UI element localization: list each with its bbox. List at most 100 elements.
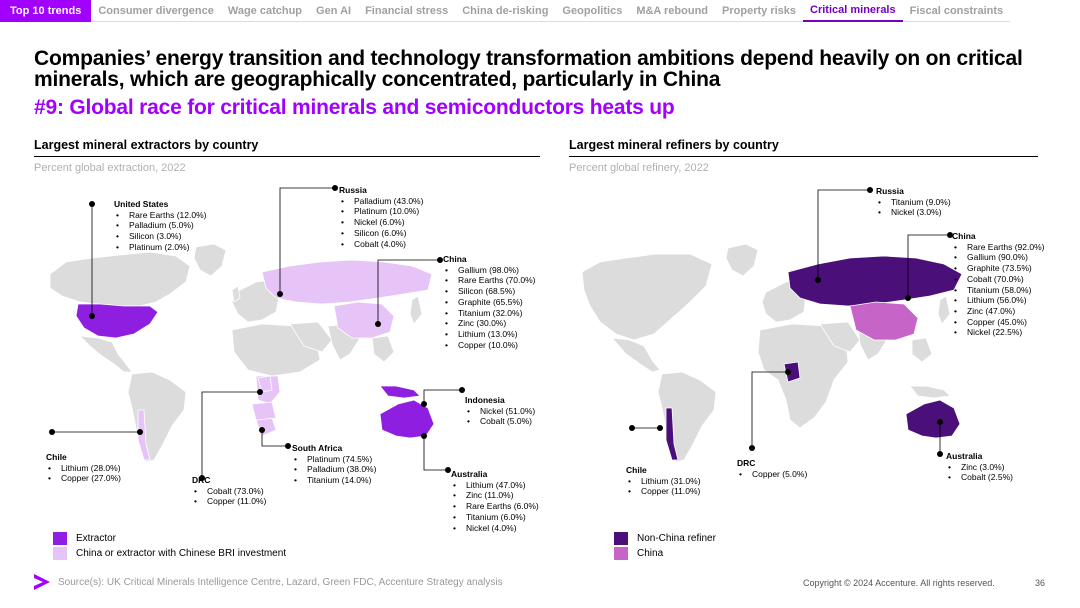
mineral-share-item: Platinum (74.5%) (292, 454, 376, 465)
mineral-share-item: Palladium (5.0%) (114, 220, 206, 231)
callout-us: United States Rare Earths (12.0%)Palladi… (114, 199, 206, 253)
mineral-share-item: Zinc (3.0%) (946, 462, 1013, 473)
legend-item-china: China (614, 546, 716, 560)
callout-drc: DRC Cobalt (73.0%)Copper (11.0%) (192, 475, 266, 507)
right-panel-title: Largest mineral refiners by country (569, 138, 779, 152)
south-america-shape (127, 371, 187, 463)
mineral-share-item: Cobalt (73.0%) (192, 486, 266, 497)
callout-country: Chile (626, 465, 647, 475)
refiners-world-map (581, 187, 963, 463)
mineral-share-item: Zinc (47.0%) (952, 306, 1044, 317)
callout-list: Lithium (31.0%)Copper (11.0%) (626, 476, 701, 497)
mineral-share-item: Copper (27.0%) (46, 473, 121, 484)
callout-list: Lithium (47.0%)Zinc (11.0%)Rare Earths (… (451, 480, 539, 534)
tab-consumer-divergence[interactable]: Consumer divergence (91, 5, 221, 22)
mineral-share-item: Copper (10.0%) (443, 340, 535, 351)
callout-drc-refiner: DRC Copper (5.0%) (737, 458, 807, 479)
drc-shape (257, 375, 273, 393)
mineral-share-item: Nickel (4.0%) (451, 523, 539, 534)
callout-australia: Australia Lithium (47.0%)Zinc (11.0%)Rar… (451, 469, 539, 533)
tab-china-de-risking[interactable]: China de-risking (455, 5, 556, 22)
mineral-share-item: Cobalt (70.0%) (952, 274, 1044, 285)
tab-property-risks[interactable]: Property risks (715, 5, 804, 22)
indonesia-shape (909, 385, 951, 399)
tab-critical-minerals[interactable]: Critical minerals (803, 4, 903, 22)
mineral-share-item: Cobalt (5.0%) (465, 416, 535, 427)
copyright: Copyright © 2024 Accenture. All rights r… (803, 578, 995, 588)
callout-australia-refiner: Australia Zinc (3.0%)Cobalt (2.5%) (946, 451, 1013, 483)
callout-country: DRC (737, 458, 756, 468)
tab-wage-catchup[interactable]: Wage catchup (220, 5, 310, 22)
callout-china-refiner: China Rare Earths (92.0%)Gallium (90.0%)… (952, 231, 1044, 338)
china-shape (849, 301, 919, 341)
mineral-share-item: Copper (11.0%) (626, 486, 701, 497)
mineral-share-item: Cobalt (4.0%) (339, 239, 423, 250)
tab-top-10-trends[interactable]: Top 10 trends (0, 0, 92, 22)
south-africa-shape (255, 417, 277, 437)
callout-country: Russia (339, 185, 367, 195)
tab-fiscal-constraints[interactable]: Fiscal constraints (902, 5, 1011, 22)
mineral-share-item: Lithium (28.0%) (46, 463, 121, 474)
callout-indonesia: Indonesia Nickel (51.0%)Cobalt (5.0%) (465, 395, 535, 427)
callout-list: Rare Earths (92.0%)Gallium (90.0%)Graphi… (952, 242, 1044, 338)
callout-country: South Africa (292, 443, 343, 453)
legend-swatch (53, 546, 67, 560)
drc-shape (783, 361, 801, 383)
japan-shape (409, 295, 423, 325)
mineral-share-item: Lithium (56.0%) (952, 295, 1044, 306)
canada-shape (49, 251, 191, 307)
callout-list: Copper (5.0%) (737, 469, 807, 480)
mineral-share-item: Copper (45.0%) (952, 317, 1044, 328)
mineral-share-item: Rare Earths (6.0%) (451, 501, 539, 512)
mineral-share-item: Silicon (68.5%) (443, 286, 535, 297)
right-panel-subtitle: Percent global refinery, 2022 (569, 162, 709, 174)
callout-country: Australia (451, 469, 488, 479)
tab-geopolitics[interactable]: Geopolitics (555, 5, 630, 22)
callout-country: DRC (192, 475, 211, 485)
united-states-shape (75, 303, 159, 339)
extractors-world-map (49, 185, 465, 481)
callout-list: Platinum (74.5%)Palladium (38.0%)Titaniu… (292, 454, 376, 486)
middle-east-shape (289, 321, 333, 353)
mineral-share-item: Graphite (73.5%) (952, 263, 1044, 274)
callout-list: Nickel (51.0%)Cobalt (5.0%) (465, 406, 535, 427)
legend-label: China (637, 547, 664, 559)
mineral-share-item: Cobalt (2.5%) (946, 472, 1013, 483)
southeast-asia-shape (911, 337, 933, 363)
callout-country: Russia (876, 186, 904, 196)
accenture-chevron-logo (34, 574, 50, 590)
japan-shape (937, 295, 951, 325)
callout-list: Palladium (43.0%)Platinum (10.0%)Nickel … (339, 196, 423, 250)
mineral-share-item: Silicon (6.0%) (339, 228, 423, 239)
page-subtitle: #9: Global race for critical minerals an… (34, 96, 675, 119)
page-number: 36 (1035, 578, 1046, 588)
greenland-shape (725, 243, 759, 277)
chile-shape (665, 407, 679, 461)
mineral-share-item: Titanium (58.0%) (952, 285, 1044, 296)
tab-m-a-rebound[interactable]: M&A rebound (629, 5, 716, 22)
mineral-share-item: Gallium (90.0%) (952, 252, 1044, 263)
mexico-shape (611, 337, 661, 373)
legend-label: China or extractor with Chinese BRI inve… (76, 547, 287, 559)
mineral-share-item: Zinc (11.0%) (451, 490, 539, 501)
left-panel-subtitle: Percent global extraction, 2022 (34, 162, 186, 174)
callout-russia: Russia Palladium (43.0%)Platinum (10.0%)… (339, 185, 423, 249)
mineral-share-item: Platinum (10.0%) (339, 206, 423, 217)
tab-gen-ai[interactable]: Gen AI (309, 5, 359, 22)
top-tab-bar: Top 10 trends Consumer divergence Wage ca… (0, 0, 1080, 22)
left-panel-divider (34, 156, 540, 157)
callout-list: Zinc (3.0%)Cobalt (2.5%) (946, 462, 1013, 483)
tab-financial-stress[interactable]: Financial stress (358, 5, 456, 22)
callout-list: Rare Earths (12.0%)Palladium (5.0%)Silic… (114, 210, 206, 253)
callout-country: Chile (46, 452, 67, 462)
australia-shape (905, 399, 961, 439)
callout-south-africa: South Africa Platinum (74.5%)Palladium (… (292, 443, 376, 486)
southern-africa-shape (251, 401, 277, 421)
callout-chile: Chile Lithium (28.0%)Copper (27.0%) (46, 452, 121, 484)
mineral-share-item: Palladium (43.0%) (339, 196, 423, 207)
legend-label: Extractor (76, 532, 117, 544)
mineral-share-item: Nickel (51.0%) (465, 406, 535, 417)
callout-list: Lithium (28.0%)Copper (27.0%) (46, 463, 121, 484)
callout-country: China (952, 231, 976, 241)
legend-item-extractor: Extractor (53, 531, 286, 545)
